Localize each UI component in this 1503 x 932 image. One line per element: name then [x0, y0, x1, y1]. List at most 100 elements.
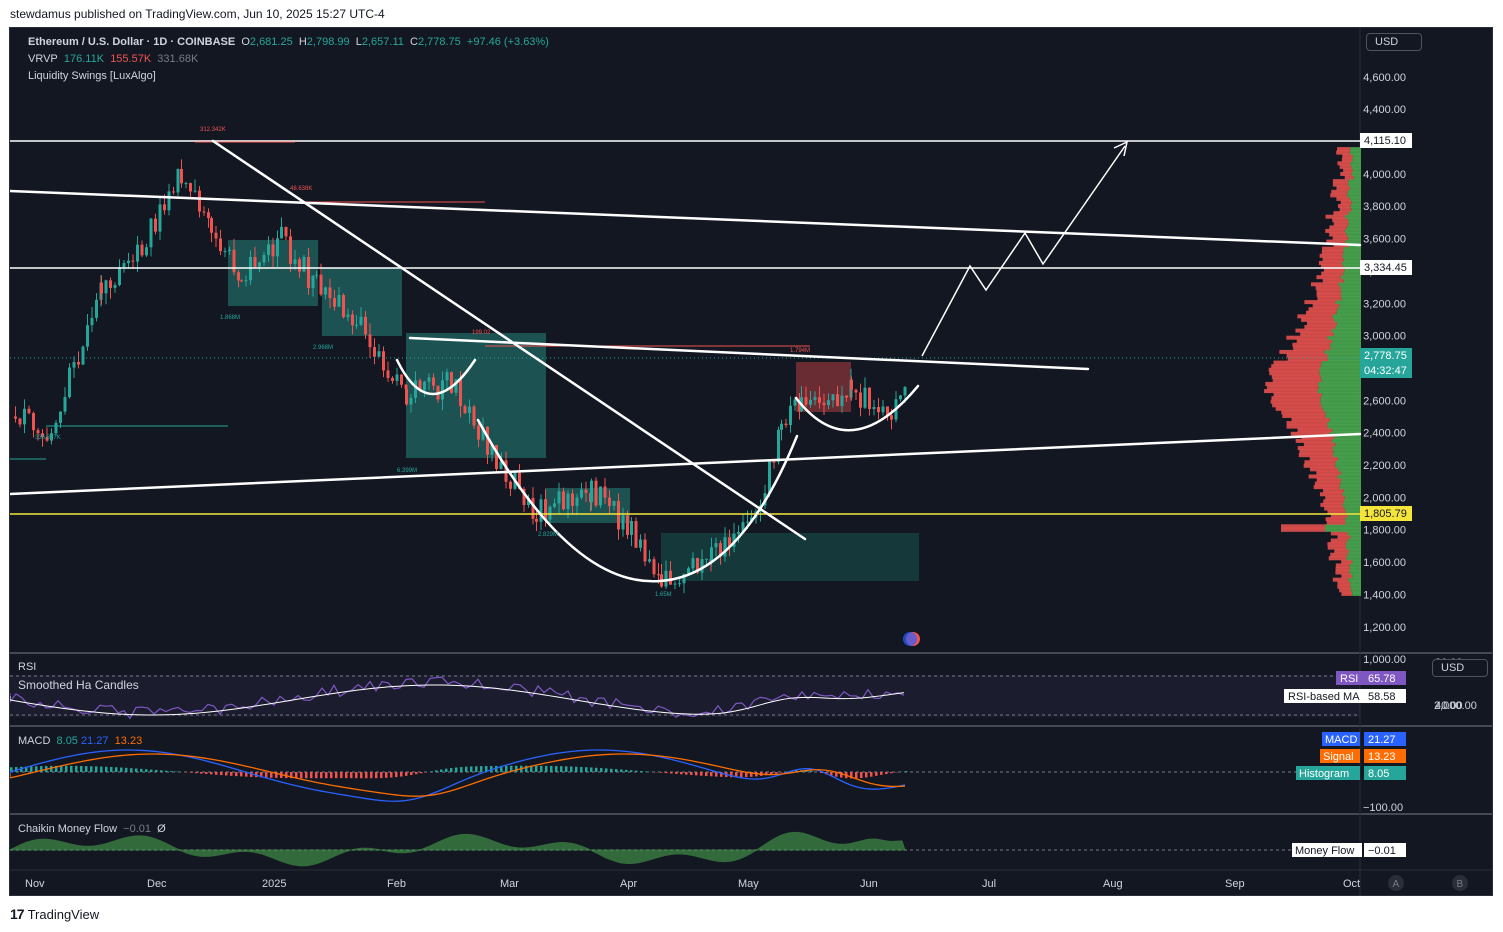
liquidity-label: 48.638K — [290, 186, 312, 192]
volume-profile-bar — [1274, 393, 1322, 397]
volume-profile-bar — [1345, 517, 1361, 521]
volume-profile-bar — [1333, 179, 1348, 183]
macd-histogram-bar — [215, 772, 218, 775]
candle-body — [877, 407, 880, 412]
macd-histogram-bar — [420, 772, 423, 773]
candle-body — [245, 280, 248, 281]
volume-profile-bar — [1351, 204, 1361, 208]
currency-button-2[interactable]: USD — [1432, 659, 1488, 677]
volume-profile-bar — [1328, 357, 1361, 361]
macd-histogram-bar — [400, 772, 403, 777]
candle-body — [347, 315, 350, 317]
volume-profile-bar — [1336, 567, 1350, 571]
candle-body — [809, 400, 812, 405]
price-tag-mid: 3,334.45 — [1364, 262, 1407, 274]
candle-body — [777, 430, 780, 462]
smoothed-ha-label[interactable]: Smoothed Ha Candles — [18, 678, 139, 692]
volume-profile-bar — [1334, 549, 1349, 553]
cmf-area — [10, 832, 905, 865]
macd-header[interactable]: MACD 8.05 21.27 13.23 — [18, 735, 142, 747]
volume-profile-bar — [1286, 421, 1327, 425]
volume-profile-bar — [1295, 329, 1331, 333]
volume-profile-bar — [1323, 499, 1344, 503]
volume-profile-bar — [1336, 460, 1361, 464]
candle-body — [77, 362, 80, 364]
vrvp-row[interactable]: VRVP 176.11K 155.57K 331.68K — [28, 53, 198, 65]
volume-profile-bar — [1351, 165, 1361, 169]
cmf-header[interactable]: Chaikin Money Flow −0.01 Ø — [18, 823, 166, 835]
macd-histogram-bar — [695, 772, 698, 775]
liquidity-label: 312.342K — [200, 127, 226, 133]
price-axis-label: 1,600.00 — [1363, 557, 1406, 569]
price-axis-label: 1,800.00 — [1363, 525, 1406, 537]
rsi-ma-value: 58.58 — [1368, 691, 1396, 703]
macd-histogram-bar — [445, 769, 448, 772]
volume-profile-bar — [1317, 389, 1361, 393]
macd-histogram-bar — [330, 772, 333, 778]
candle-body — [639, 540, 642, 548]
volume-profile-bar — [1334, 332, 1361, 336]
volume-profile-bar — [1333, 578, 1349, 582]
price-axis-label: 2,600.00 — [1363, 395, 1406, 407]
candle-body — [233, 250, 236, 273]
candle-body — [674, 584, 677, 585]
candle-body — [185, 183, 188, 184]
candle-body — [364, 317, 367, 335]
macd-histogram-bar — [360, 772, 363, 778]
volume-profile-bar — [1335, 442, 1361, 446]
symbol-name[interactable]: Ethereum / U.S. Dollar · 1D · COINBASE — [28, 36, 235, 48]
volume-profile-bar — [1325, 410, 1361, 414]
volume-profile-bar — [1313, 304, 1340, 308]
chart-canvas[interactable]: 4,600.004,400.004,200.004,000.003,800.00… — [10, 28, 1493, 896]
volume-profile-bar — [1341, 560, 1352, 564]
macd-histogram-bar — [600, 768, 603, 772]
volume-profile-bar — [1352, 172, 1361, 176]
high-value: 2,798.99 — [307, 36, 350, 48]
time-axis-label: Aug — [1103, 878, 1123, 890]
volume-profile-bar — [1334, 222, 1349, 226]
volume-profile-bar — [1286, 336, 1327, 340]
macd-tag-value: 21.27 — [1368, 734, 1396, 746]
candle-body — [73, 362, 76, 367]
volume-profile-bar — [1327, 542, 1345, 546]
volume-profile-bar — [1337, 585, 1350, 589]
macd-histogram-bar — [545, 766, 548, 772]
liquidity-label: 1.868M — [220, 315, 240, 321]
volume-profile-bar — [1320, 400, 1361, 404]
candle-body — [280, 227, 283, 238]
candle-body — [608, 498, 611, 506]
currency-button[interactable]: USD — [1366, 33, 1422, 51]
macd-histogram-bar — [200, 772, 203, 774]
signal-tag-value: 13.23 — [1368, 751, 1396, 763]
liquidity-label: 336.897K — [35, 435, 61, 441]
vrvp-total: 331.68K — [157, 53, 198, 65]
candle-body — [780, 424, 783, 430]
chart-frame[interactable]: 4,600.004,400.004,200.004,000.003,800.00… — [9, 27, 1493, 896]
volume-profile-bar — [1341, 592, 1352, 596]
volume-profile-bar — [1341, 200, 1352, 204]
volume-profile-bar — [1352, 200, 1361, 204]
volume-profile-bar — [1323, 257, 1344, 261]
macd-histogram-bar — [60, 766, 63, 772]
macd-histogram-bar — [115, 767, 118, 772]
macd-histogram-bar — [645, 771, 648, 772]
footer[interactable]: 17 TradingView — [10, 906, 99, 922]
rsi-label[interactable]: RSI — [18, 661, 36, 673]
candle-body — [864, 388, 867, 408]
macd-histogram-bar — [865, 772, 868, 777]
macd-histogram-bar — [380, 772, 383, 778]
volume-profile-bar — [1287, 425, 1328, 429]
candle-body — [237, 272, 240, 280]
candle-body — [405, 389, 408, 405]
macd-histogram-bar — [460, 767, 463, 772]
candle-body — [258, 262, 261, 266]
volume-profile-bar — [1336, 563, 1350, 567]
indicator-name[interactable]: Liquidity Swings [LuxAlgo] — [28, 70, 156, 82]
volume-profile-bar — [1274, 361, 1322, 365]
volume-profile-bar — [1332, 218, 1348, 222]
volume-profile-bar — [1279, 350, 1324, 354]
candle-body — [68, 368, 71, 398]
volume-profile-bar — [1351, 208, 1361, 212]
candle-body — [701, 559, 704, 573]
liquidity-zone — [661, 533, 919, 581]
